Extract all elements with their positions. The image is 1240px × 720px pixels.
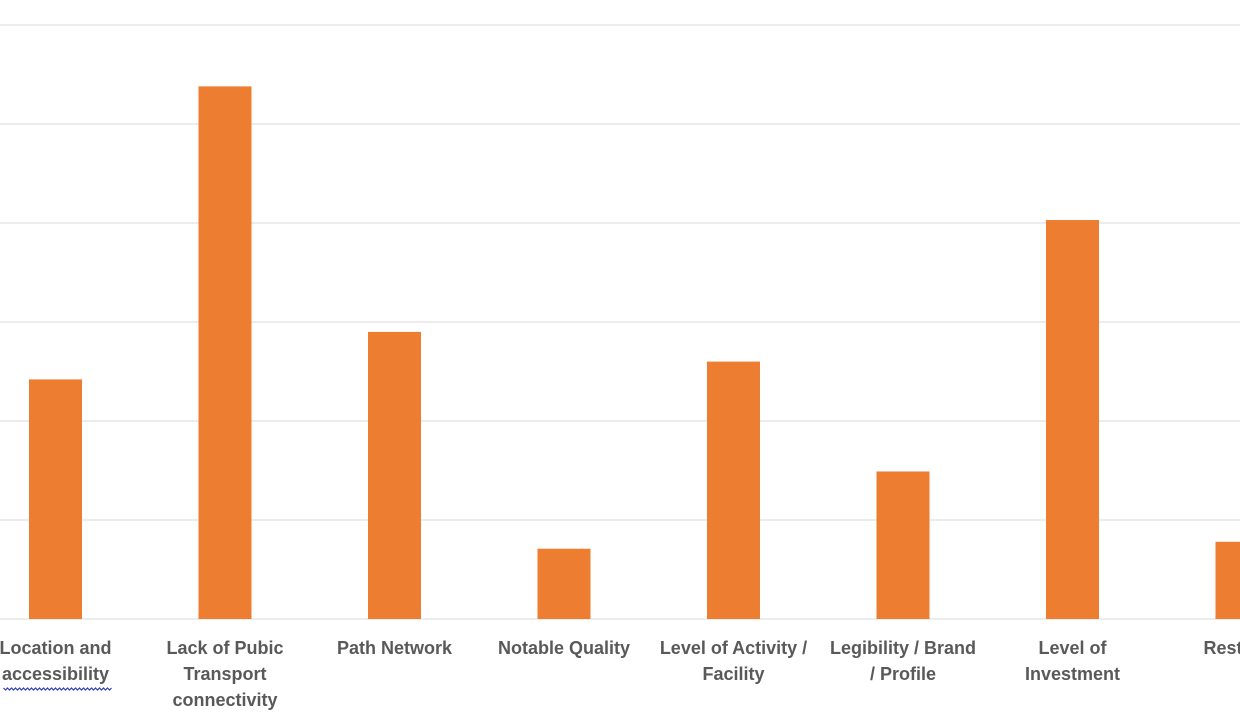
bar <box>198 86 252 619</box>
category-label-line: Lack of Pubic <box>166 638 283 658</box>
spellcheck-underline <box>3 687 112 691</box>
category-label-line: Notable Quality <box>498 638 630 658</box>
category-label: Path Network <box>337 638 453 658</box>
bar <box>1046 220 1099 619</box>
category-label-line: Investment <box>1025 664 1120 684</box>
bar <box>29 379 82 619</box>
category-label: Notable Quality <box>498 638 630 658</box>
category-label: Legibility / Brand / Profile <box>830 638 976 684</box>
category-label-line: accessibility <box>2 664 109 684</box>
category-label: Level of Activity / Facility <box>660 638 807 684</box>
bars <box>29 86 1240 619</box>
category-label-line: Facility <box>702 664 764 684</box>
bar <box>368 331 421 619</box>
category-label: Restricte <box>1203 638 1240 658</box>
category-label-line: Location and <box>0 638 112 658</box>
bar <box>707 361 760 619</box>
category-label-line: Restricte <box>1203 638 1240 658</box>
bar <box>537 548 591 619</box>
category-labels: Location and accessibility Lack of Pubic Tr… <box>0 638 1240 710</box>
category-label: Lack of Pubic Transport connectivity <box>166 638 283 710</box>
bar <box>876 471 930 619</box>
category-label-line: Legibility / Brand <box>830 638 976 658</box>
category-label-line: / Profile <box>870 664 936 684</box>
category-label-line: Transport <box>183 664 266 684</box>
category-label: Level of Investment <box>1025 638 1120 684</box>
category-label: Location and accessibility <box>0 638 112 684</box>
category-label-line: Level of <box>1038 638 1107 658</box>
category-label-line: Level of Activity / <box>660 638 807 658</box>
bar <box>1215 541 1240 619</box>
category-label-line: connectivity <box>172 690 277 710</box>
category-label-line: Path Network <box>337 638 453 658</box>
